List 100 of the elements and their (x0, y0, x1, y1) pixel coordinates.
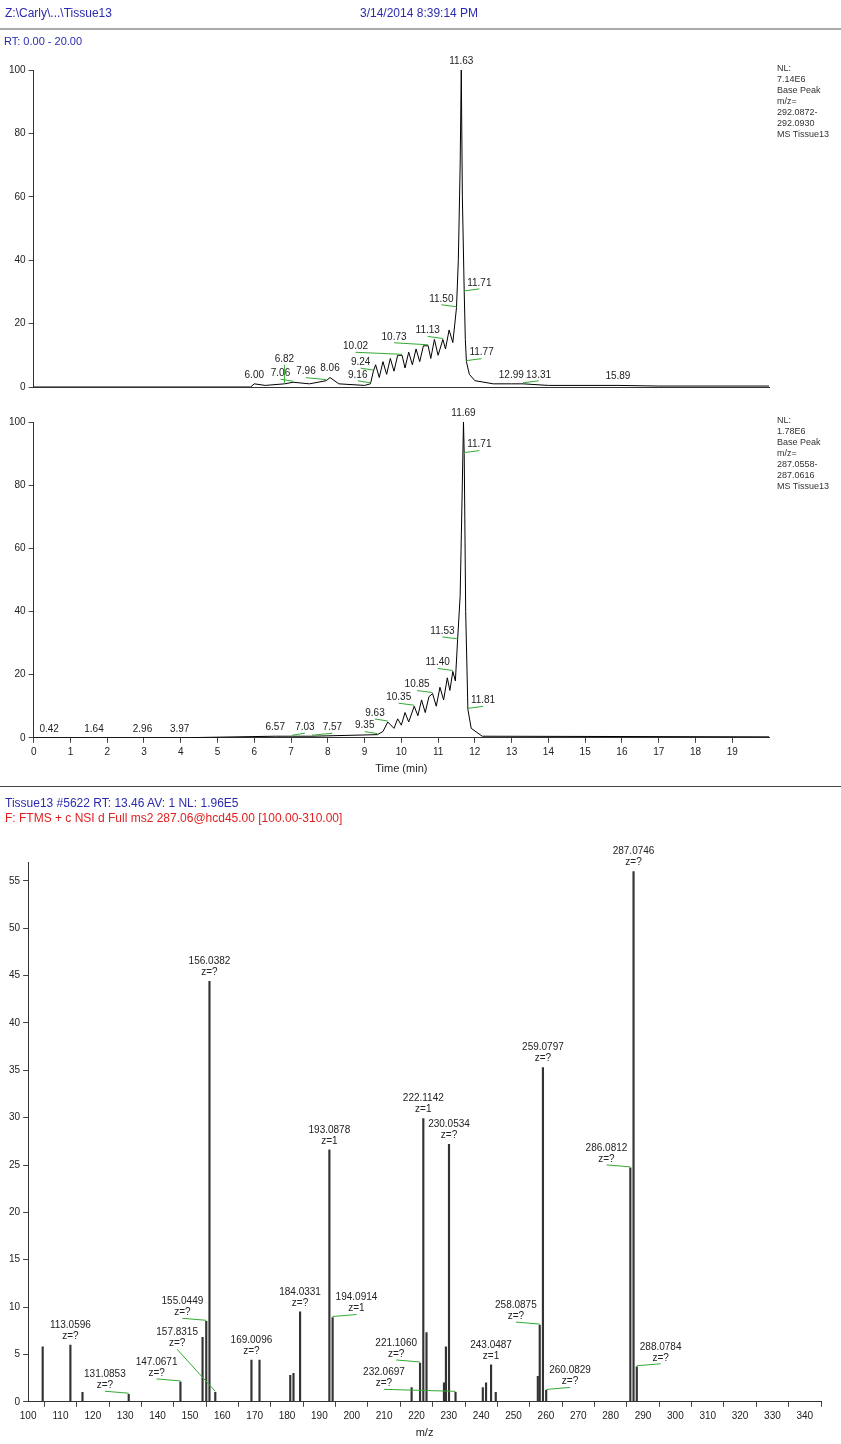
x-tick-label: 1 (67, 745, 74, 757)
x-tick-label: 340 (796, 1409, 814, 1421)
x-tick-label: 5 (214, 745, 221, 757)
x-tick-label: 230 (440, 1409, 458, 1421)
annotation: 11.81 (470, 694, 496, 706)
x-tick-label: 7 (288, 745, 295, 757)
x-tick-label: 280 (602, 1409, 620, 1421)
x-tick-label: 12 (469, 745, 481, 757)
x-tick-label: 8 (325, 745, 332, 757)
y-tick-label: 40 (9, 1016, 21, 1028)
x-tick-label: 180 (278, 1409, 296, 1421)
annotation: 155.0449 z=? (161, 1295, 204, 1318)
y-tick-label: 55 (9, 874, 21, 886)
annotation: 15.89 (605, 370, 631, 382)
annotation: 193.0878 z=1 (308, 1123, 351, 1146)
annotation: 0.42 (39, 722, 60, 734)
x-tick-label: 190 (311, 1409, 329, 1421)
y-tick-label: 60 (14, 190, 27, 202)
bar (447, 1143, 451, 1402)
y-tick-label: 80 (14, 478, 27, 490)
bar (179, 1381, 182, 1402)
text: NL: 1.78E6 Base Peak m/z= 287.0558- 287.0616 MS Tissue13 (777, 414, 830, 491)
chart-subtitle: 3/14/2014 8:39:14 PM (360, 6, 479, 20)
y-tick-label: 80 (14, 127, 27, 139)
x-tick-label: 210 (375, 1409, 393, 1421)
annotation: 156.0382 z=? (188, 955, 231, 978)
bar (292, 1373, 295, 1402)
x-tick-label: 220 (408, 1409, 426, 1421)
annotation: 1.64 (84, 722, 105, 734)
annotation: 194.0914 z=1 (335, 1291, 378, 1314)
y-tick-label: 20 (14, 668, 27, 680)
annotation: 6.82 (274, 352, 295, 364)
x-tick-label: 160 (213, 1409, 232, 1421)
annotation: 9.35 (354, 719, 375, 731)
annotation: 259.0797 z=? (522, 1041, 565, 1064)
annotation: 6.00 (244, 368, 265, 380)
x-tick-label: 250 (505, 1409, 523, 1421)
annotation: 260.0829 z=? (549, 1364, 592, 1387)
y-tick-label: 10 (9, 1300, 21, 1312)
bar (331, 1317, 334, 1402)
bar (258, 1359, 261, 1402)
annotation: 157.8315 z=? (156, 1326, 199, 1349)
annotation: 2.96 (132, 722, 153, 734)
annotation: 7.96 (296, 365, 317, 377)
annotation: 10.02 (343, 340, 369, 352)
x-tick-label: 270 (569, 1409, 588, 1421)
text: RT: 0.00 - 20.00 (4, 34, 83, 47)
annotation: 222.1142 z=1 (402, 1092, 445, 1115)
annotation: 147.0671 z=? (135, 1355, 178, 1378)
bar (422, 1118, 425, 1402)
x-axis-title: m/z (415, 1426, 434, 1439)
annotation: 9.16 (347, 368, 368, 380)
annotation: 11.71 (467, 438, 492, 450)
annotation: 131.0853 z=? (84, 1367, 127, 1390)
annotation: 11.50 (429, 292, 454, 304)
x-tick-label: 11 (432, 745, 444, 757)
x-tick-label: 6 (251, 745, 258, 757)
annotation: 3.97 (169, 722, 190, 734)
y-tick-label: 40 (14, 253, 27, 265)
bar (454, 1392, 457, 1402)
y-tick-label: 20 (9, 1206, 21, 1218)
x-tick-label: 13 (506, 745, 518, 757)
chart-title: Tissue13 #5622 RT: 13.46 AV: 1 NL: 1.96E5 (5, 796, 239, 810)
y-tick-label: 60 (14, 542, 27, 554)
annotation: 11.77 (469, 346, 495, 358)
x-tick-label: 290 (634, 1409, 652, 1421)
x-tick-label: 2 (104, 745, 111, 757)
y-tick-label: 40 (14, 605, 27, 617)
text: NL: 7.14E6 Base Peak m/z= 292.0872- 292.0930 MS Tissue13 (777, 62, 830, 139)
annotation: 11.40 (425, 656, 451, 668)
y-tick-label: 50 (9, 922, 21, 934)
bar (481, 1387, 484, 1402)
annotation: 7.03 (295, 720, 316, 732)
x-axis-title: Time (min) (375, 762, 428, 775)
annotation: 12.99 (498, 368, 525, 380)
annotation: 113.0596 z=? (49, 1318, 92, 1341)
annotation: 287.0746 z=? (612, 845, 655, 868)
annotation: 11.63 (449, 54, 474, 66)
y-tick-label: 25 (9, 1158, 21, 1170)
bar (81, 1392, 84, 1402)
annotation: 7.57 (322, 720, 343, 732)
x-tick-label: 10 (395, 745, 408, 757)
y-tick-label: 5 (14, 1348, 21, 1360)
annotation: 221.1060 z=? (375, 1336, 418, 1359)
y-tick-label: 0 (14, 1395, 21, 1407)
x-tick-label: 130 (116, 1409, 134, 1421)
x-tick-label: 18 (689, 745, 702, 757)
x-tick-label: 170 (246, 1409, 264, 1421)
annotation: 184.0331 z=? (279, 1285, 322, 1308)
y-tick-label: 30 (9, 1111, 21, 1123)
bar (41, 1346, 44, 1402)
bar (632, 871, 635, 1402)
x-tick-label: 16 (616, 745, 628, 757)
bar (328, 1149, 331, 1402)
x-tick-label: 19 (726, 745, 739, 757)
bar (289, 1374, 292, 1402)
y-tick-label: 100 (9, 415, 27, 427)
bar (298, 1311, 302, 1402)
annotation: 243.0487 z=1 (470, 1338, 513, 1361)
y-tick-label: 100 (9, 63, 27, 75)
